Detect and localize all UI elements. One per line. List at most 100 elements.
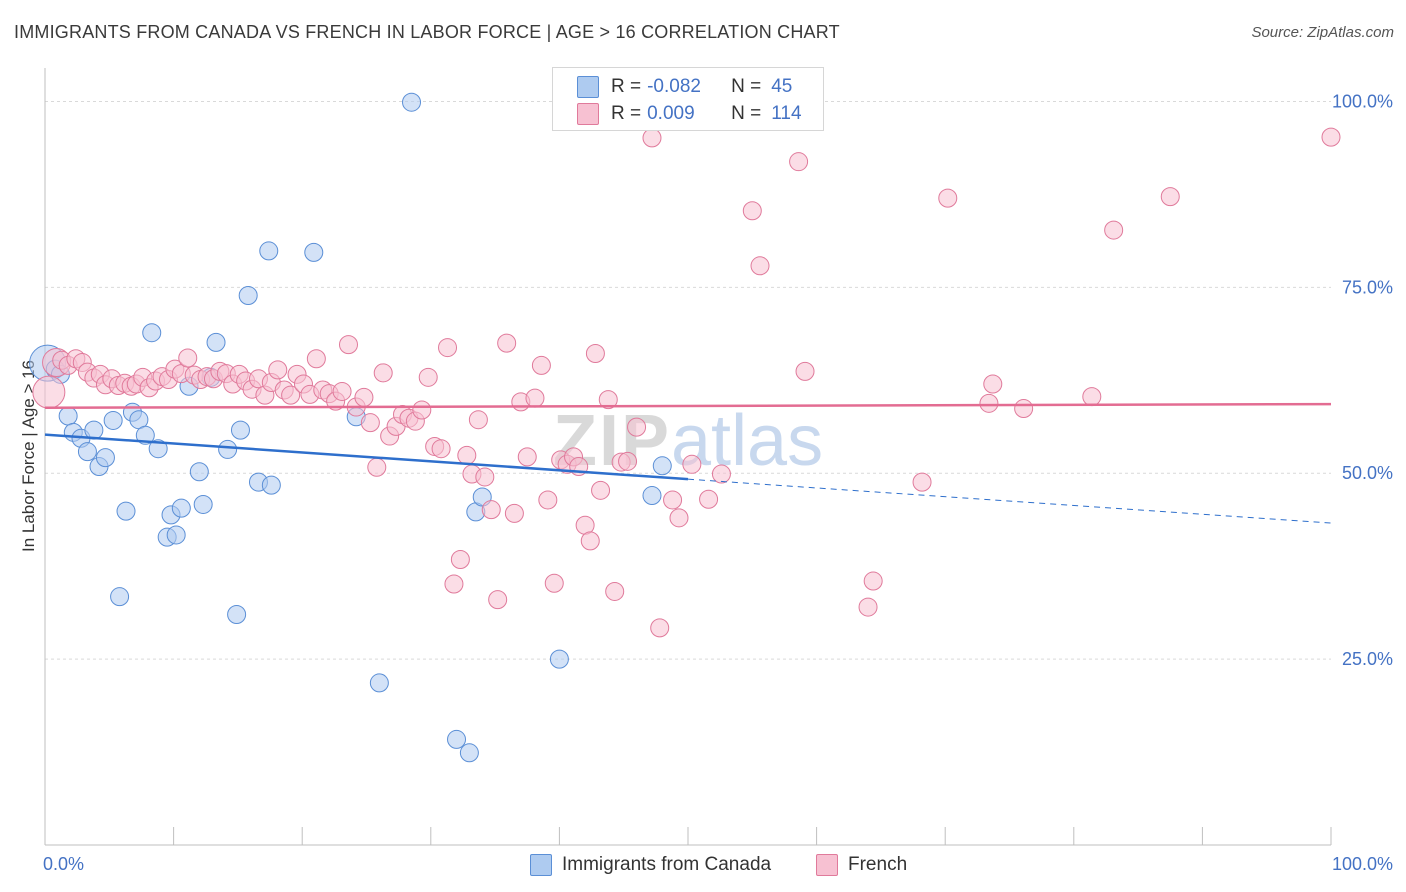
bottom-legend-swatch-canada	[530, 854, 552, 876]
data-point	[166, 525, 186, 545]
y-tick-label: 75.0%	[1342, 277, 1393, 297]
data-point	[1082, 387, 1102, 407]
bottom-legend-swatch-french	[816, 854, 838, 876]
data-point	[627, 417, 647, 437]
bottom-legend-canada: Immigrants from Canada	[530, 852, 771, 878]
data-point	[444, 574, 464, 594]
trend-line-french	[44, 402, 1332, 410]
bottom-legend-french: French	[816, 852, 907, 878]
data-point	[373, 363, 393, 383]
data-point	[750, 256, 770, 276]
data-point	[438, 338, 458, 358]
data-point	[148, 439, 168, 459]
data-point	[259, 241, 279, 261]
data-point	[431, 439, 451, 459]
data-point	[863, 571, 883, 591]
data-point	[682, 454, 702, 474]
source-credit: Source: ZipAtlas.com	[1251, 24, 1394, 41]
x-tick-label: 0.0%	[43, 854, 84, 874]
data-point	[663, 490, 683, 510]
data-point	[110, 587, 130, 607]
data-point	[711, 464, 731, 484]
data-point	[598, 390, 618, 410]
data-point	[304, 242, 324, 262]
series-french-points	[32, 127, 1341, 638]
data-point	[354, 387, 374, 407]
legend-n-value: 45	[771, 76, 793, 97]
x-tick-label: 100.0%	[1332, 854, 1393, 874]
data-point	[468, 410, 488, 430]
data-point	[103, 410, 123, 430]
y-tick-label: 100.0%	[1332, 91, 1393, 111]
bottom-legend-label-french: French	[848, 854, 908, 875]
series-canada-points	[29, 92, 672, 763]
data-point	[525, 388, 545, 408]
y-tick-label: 25.0%	[1342, 649, 1393, 669]
data-point	[95, 448, 115, 468]
data-point	[178, 348, 198, 368]
tick-labels: 25.0% 50.0% 75.0% 100.0% 0.0% 100.0%	[43, 91, 1393, 874]
data-point	[281, 385, 301, 405]
data-point	[450, 549, 470, 569]
legend-row-french: R = 0.009 N = 114	[577, 102, 802, 126]
data-point	[418, 367, 438, 387]
data-point	[171, 498, 191, 518]
data-point	[642, 486, 662, 506]
data-point	[652, 456, 672, 476]
data-point	[402, 92, 422, 112]
trend-line-canada	[44, 433, 689, 481]
data-point	[789, 152, 809, 172]
legend-r-value: -0.082	[647, 76, 701, 97]
data-point	[238, 286, 258, 306]
data-point	[230, 420, 250, 440]
data-point	[938, 188, 958, 208]
data-point	[189, 462, 209, 482]
data-point	[795, 361, 815, 381]
legend-r-value: 0.009	[647, 103, 695, 124]
data-point	[142, 323, 162, 343]
legend-row-canada: R = -0.082 N = 45	[577, 75, 792, 99]
trend-extension-canada	[687, 478, 1332, 524]
data-point	[858, 597, 878, 617]
legend-r-key: R =	[611, 76, 642, 97]
data-point	[912, 472, 932, 492]
legend-swatch-canada	[577, 76, 599, 98]
data-point	[580, 531, 600, 551]
data-point	[591, 480, 611, 500]
data-point	[517, 447, 537, 467]
data-point	[193, 494, 213, 514]
data-point	[261, 475, 281, 495]
legend-n-value: 114	[771, 103, 802, 124]
data-point	[447, 729, 467, 749]
data-point	[1014, 399, 1034, 419]
data-point	[268, 360, 288, 380]
data-point	[206, 332, 226, 352]
data-point	[618, 451, 638, 471]
data-point	[412, 400, 432, 420]
data-point	[135, 425, 155, 445]
data-point	[585, 344, 605, 364]
data-point	[642, 128, 662, 148]
chart-title: IMMIGRANTS FROM CANADA VS FRENCH IN LABO…	[14, 22, 840, 42]
data-point	[338, 335, 358, 355]
data-point	[605, 581, 625, 601]
legend-r-key: R =	[611, 103, 642, 124]
data-point	[544, 573, 564, 593]
data-point	[650, 618, 670, 638]
correlation-legend: R = -0.082 N = 45 R = 0.009 N = 114	[552, 67, 824, 131]
data-point	[227, 605, 247, 625]
data-points	[29, 92, 1341, 763]
data-point	[116, 501, 136, 521]
data-point	[699, 489, 719, 509]
data-point	[77, 442, 97, 462]
data-point	[531, 355, 551, 375]
data-point	[459, 743, 479, 763]
legend-n-key: N =	[731, 76, 762, 97]
data-point	[488, 590, 508, 610]
data-point	[504, 503, 524, 523]
data-point	[742, 201, 762, 221]
data-point	[367, 457, 387, 477]
data-point	[538, 490, 558, 510]
axes	[44, 68, 1332, 846]
